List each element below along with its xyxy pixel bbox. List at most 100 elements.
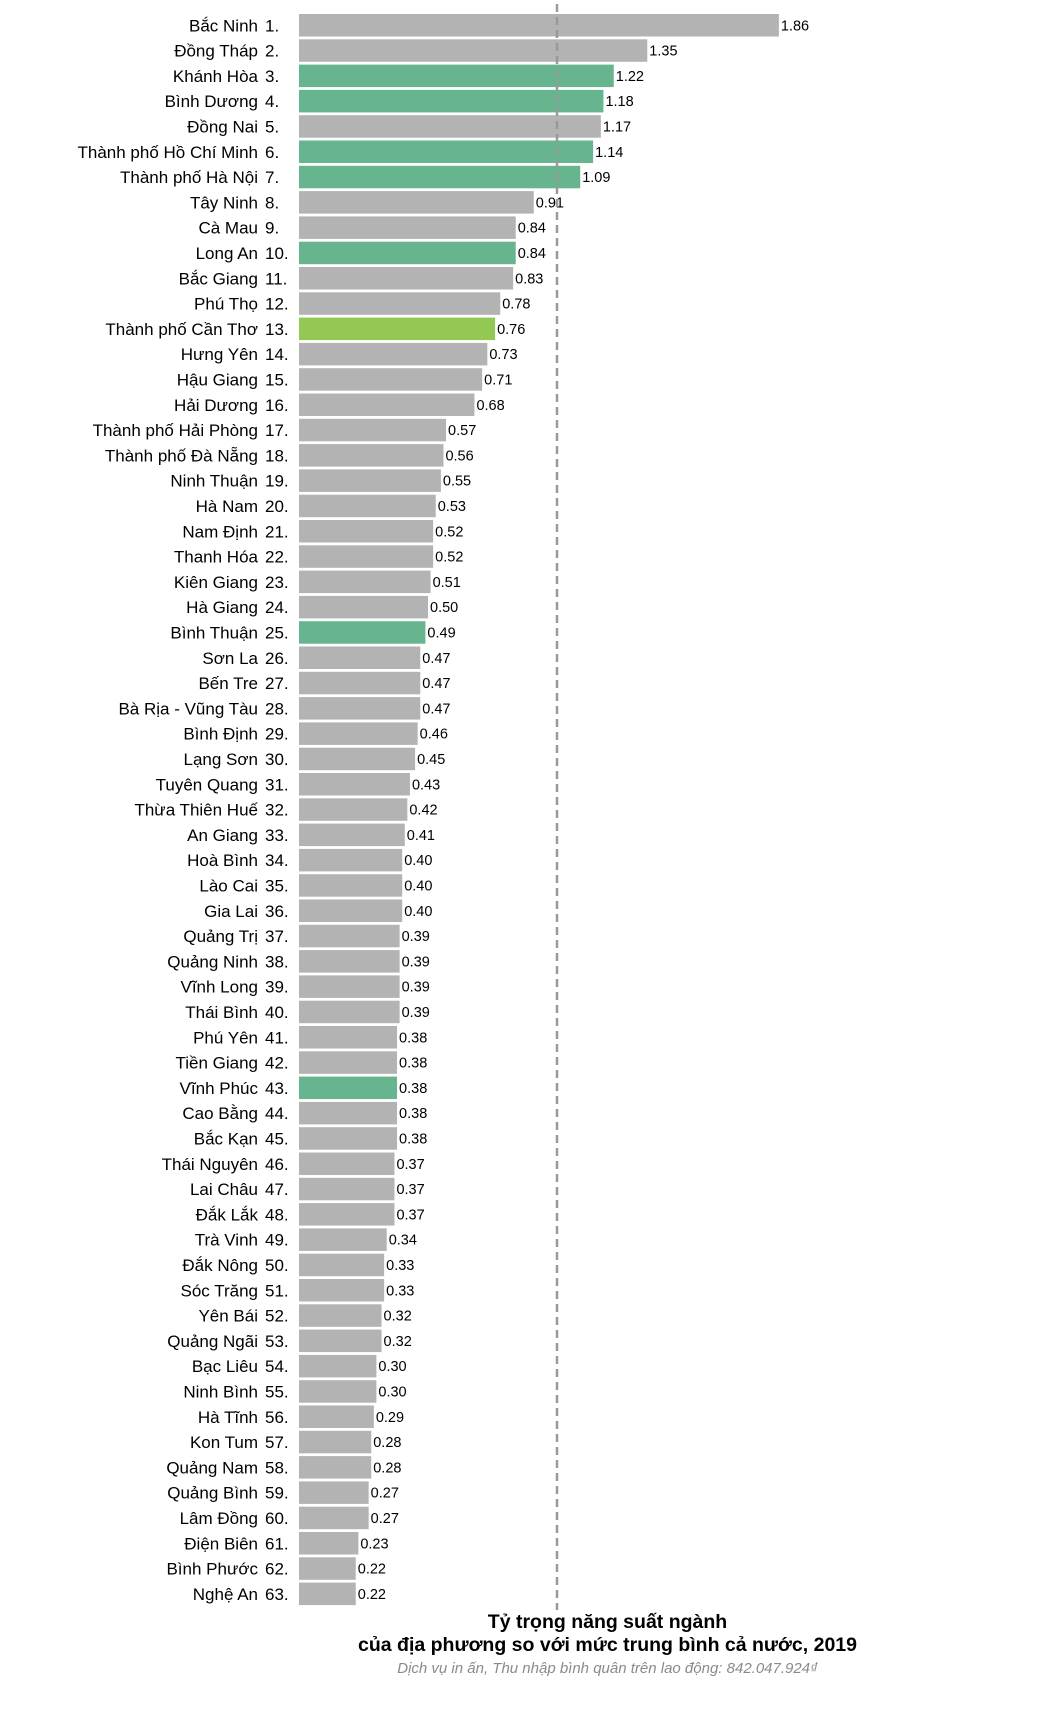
value-label: 0.37 [396, 1207, 424, 1223]
value-label: 0.52 [435, 524, 463, 540]
province-label: Bình Định [183, 725, 258, 744]
rank-label: 60. [265, 1509, 289, 1528]
bar [299, 292, 501, 315]
rank-label: 43. [265, 1079, 289, 1098]
value-label: 0.83 [515, 271, 543, 287]
value-label: 0.34 [389, 1233, 417, 1249]
value-label: 0.28 [373, 1460, 401, 1476]
value-label: 0.56 [445, 448, 473, 464]
value-label: 0.78 [502, 297, 530, 313]
rank-label: 44. [265, 1104, 289, 1123]
province-label: Vĩnh Long [180, 978, 258, 997]
province-label: Sơn La [202, 649, 258, 668]
province-label: Sóc Trăng [181, 1281, 259, 1300]
rank-label: 56. [265, 1408, 289, 1427]
rank-label: 30. [265, 750, 289, 769]
province-label: Thanh Hóa [174, 548, 259, 567]
province-label: Bến Tre [198, 674, 258, 693]
value-label: 0.38 [399, 1030, 427, 1046]
value-label: 0.38 [399, 1106, 427, 1122]
province-label: Bình Phước [166, 1560, 258, 1579]
province-label: Quảng Ninh [167, 952, 258, 971]
value-label: 0.91 [536, 195, 564, 211]
bar [299, 444, 444, 467]
bar [299, 1152, 395, 1175]
province-label: Hà Nam [196, 497, 258, 516]
bar [299, 241, 516, 265]
province-label: Bắc Giang [179, 269, 258, 288]
province-label: Lạng Sơn [184, 750, 258, 769]
bar [299, 621, 426, 644]
bar [299, 1101, 398, 1125]
value-label: 0.23 [360, 1536, 388, 1552]
bar [299, 1456, 372, 1479]
rank-label: 63. [265, 1585, 289, 1604]
bar [299, 1127, 398, 1150]
bar [299, 469, 441, 492]
province-label: Bắc Ninh [189, 16, 258, 35]
bar [299, 545, 434, 568]
value-label: 0.30 [378, 1384, 406, 1400]
bar [299, 1279, 385, 1302]
bar [299, 191, 534, 214]
rank-label: 6. [265, 143, 279, 162]
value-label: 1.18 [605, 94, 633, 110]
province-label: Thành phố Hà Nội [120, 168, 258, 187]
value-label: 0.39 [402, 1005, 430, 1021]
province-label: Hà Giang [186, 598, 258, 617]
province-label: Thành phố Đà Nẵng [105, 446, 258, 465]
rank-label: 42. [265, 1054, 289, 1073]
value-label: 0.33 [386, 1283, 414, 1299]
rank-label: 27. [265, 674, 289, 693]
rank-label: 39. [265, 978, 289, 997]
rank-label: 38. [265, 952, 289, 971]
value-label: 0.30 [378, 1359, 406, 1375]
bar [299, 140, 594, 163]
rank-label: 23. [265, 573, 289, 592]
province-label: Hà Tĩnh [198, 1408, 258, 1427]
rank-label: 15. [265, 370, 289, 389]
province-label: An Giang [187, 826, 258, 845]
value-label: 0.49 [427, 625, 455, 641]
rank-label: 53. [265, 1332, 289, 1351]
province-label: Đồng Nai [187, 117, 258, 136]
province-label: Nam Định [182, 522, 258, 541]
value-label: 0.73 [489, 347, 517, 363]
value-label: 0.38 [399, 1131, 427, 1147]
value-label: 0.39 [402, 980, 430, 996]
rank-label: 18. [265, 446, 289, 465]
province-label: Yên Bái [198, 1307, 258, 1326]
province-label: Bình Dương [165, 92, 258, 111]
value-label: 0.47 [422, 676, 450, 692]
rank-label: 51. [265, 1281, 289, 1300]
value-label: 0.46 [420, 727, 448, 743]
province-label: Thành phố Hải Phòng [93, 421, 258, 440]
province-label: Quảng Bình [167, 1484, 258, 1503]
bar [299, 975, 400, 998]
bar [299, 1253, 385, 1277]
chart-title-line2: của địa phương so với mức trung bình cả … [358, 1634, 857, 1656]
value-label: 0.41 [407, 828, 435, 844]
rank-label: 35. [265, 876, 289, 895]
bar [299, 848, 403, 872]
value-label: 0.43 [412, 777, 440, 793]
bar [299, 494, 436, 518]
bar [299, 1405, 374, 1428]
rank-label: 52. [265, 1307, 289, 1326]
province-label: Khánh Hòa [173, 67, 259, 86]
chart-title-line1: Tỷ trọng năng suất ngành [487, 1611, 728, 1633]
rank-label: 46. [265, 1155, 289, 1174]
value-label: 0.51 [433, 575, 461, 591]
value-label: 0.38 [399, 1081, 427, 1097]
value-label: 0.40 [404, 878, 432, 894]
province-label: Bắc Kạn [194, 1129, 258, 1148]
bar [299, 342, 488, 366]
rank-label: 48. [265, 1205, 289, 1224]
bar [299, 1000, 400, 1024]
value-label: 0.22 [358, 1562, 386, 1578]
rank-label: 19. [265, 472, 289, 491]
province-label: Phú Thọ [194, 295, 258, 314]
province-label: Vĩnh Phúc [180, 1079, 259, 1098]
province-label: Bình Thuận [170, 623, 258, 642]
province-label: Điện Biên [184, 1534, 258, 1553]
